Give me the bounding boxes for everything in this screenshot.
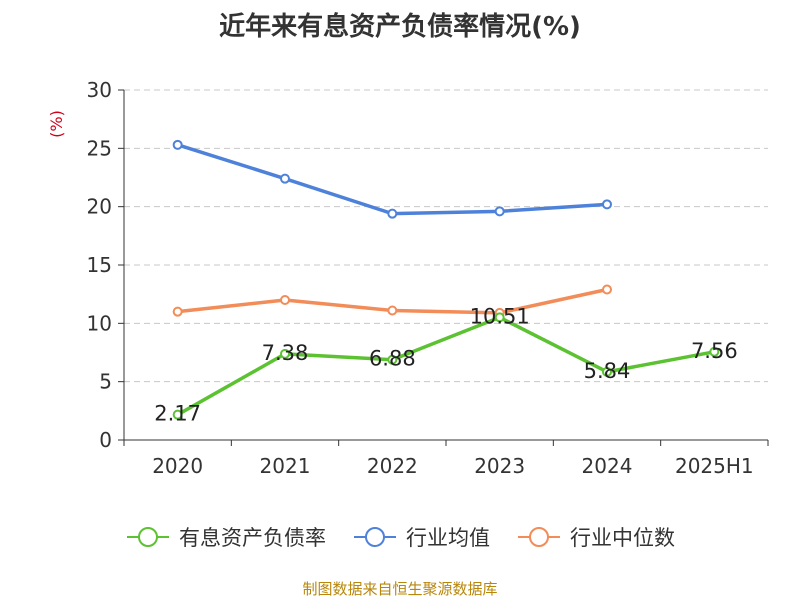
legend-circle-company	[138, 527, 158, 547]
data-point-company	[602, 366, 612, 377]
data-labels: 2.17 7.38 6.88 10.51 5.84 7.56	[154, 304, 737, 425]
y-tick-label: 10	[87, 311, 112, 335]
legend-label-industry-median: 行业中位数	[570, 526, 675, 550]
legend: 有息资产负债率 行业均值 行业中位数	[0, 520, 800, 554]
legend-marker-industry-median	[518, 527, 560, 547]
legend-item-industry-avg[interactable]: 行业均值	[352, 522, 490, 552]
x-tick-label: 2025H1	[675, 454, 754, 478]
y-tick-label: 30	[87, 78, 112, 102]
x-tick-label: 2021	[260, 454, 311, 478]
data-point-industry_median	[602, 284, 612, 295]
data-point-industry_avg	[387, 208, 398, 219]
data-point-company	[387, 354, 398, 365]
data-point-industry_median	[280, 295, 290, 305]
y-axis-unit-label: (%)	[47, 110, 66, 138]
legend-item-company[interactable]: 有息资产负债率	[125, 522, 326, 552]
data-point-company	[709, 346, 720, 357]
chart-title: 近年来有息资产负债率情况(%)	[219, 12, 581, 42]
data-label: 7.38	[262, 341, 309, 365]
data-label: 5.84	[584, 359, 631, 383]
data-label: 2.17	[154, 402, 201, 426]
legend-marker-industry-avg	[354, 527, 396, 547]
axes: 0 5 10 15 20 25 30 2020 2021 2022 2023 2024 2025H1	[87, 78, 769, 478]
x-tick-label: 2023	[474, 454, 525, 478]
data-point-company	[494, 312, 505, 323]
data-label: 6.88	[369, 347, 416, 371]
series-lines	[172, 139, 720, 420]
legend-marker-company	[127, 527, 169, 547]
series-line-company	[176, 315, 715, 417]
data-point-industry_median	[387, 305, 398, 316]
data-label: 7.56	[691, 339, 738, 363]
y-tick-label: 0	[99, 428, 112, 452]
x-tick-label: 2020	[152, 454, 203, 478]
data-point-industry_avg	[494, 206, 505, 217]
data-point-industry_avg	[602, 199, 612, 210]
legend-circle-industry-avg	[365, 527, 385, 547]
data-point-industry_median	[172, 306, 183, 317]
y-tick-label: 5	[99, 370, 112, 394]
data-point-industry_avg	[280, 173, 290, 184]
series-line-industry_avg	[177, 143, 608, 216]
data-point-company	[172, 409, 183, 420]
y-tick-label: 15	[87, 253, 112, 277]
y-tick-label: 25	[87, 136, 112, 160]
data-point-industry_avg	[172, 139, 183, 150]
y-tick-label: 20	[87, 195, 112, 219]
data-point-company	[280, 348, 290, 359]
legend-circle-industry-median	[529, 527, 549, 547]
gridlines	[124, 89, 768, 383]
legend-item-industry-median[interactable]: 行业中位数	[516, 522, 675, 552]
x-tick-label: 2024	[582, 454, 633, 478]
source-note: 制图数据来自恒生聚源数据库	[302, 580, 498, 598]
legend-label-company: 有息资产负债率	[179, 526, 326, 550]
legend-label-industry-avg: 行业均值	[406, 526, 490, 550]
x-tick-label: 2022	[367, 454, 418, 478]
data-label: 10.51	[470, 304, 530, 328]
